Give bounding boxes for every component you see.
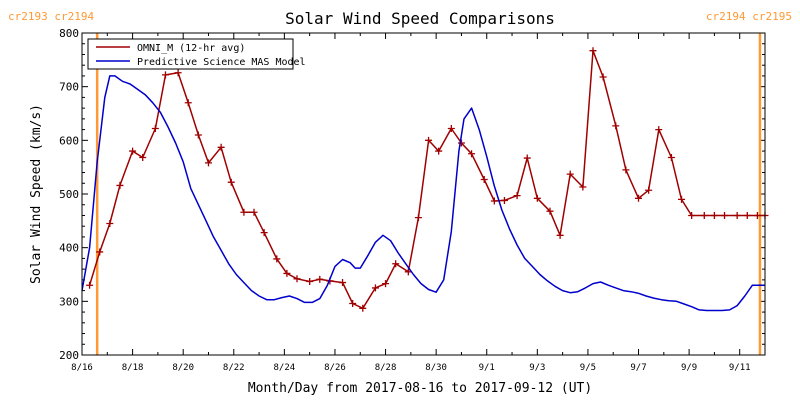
data-point [655, 126, 663, 134]
data-point [273, 255, 281, 263]
data-point [447, 125, 455, 133]
x-tick-label-8-18: 8/18 [122, 363, 144, 373]
data-point [556, 231, 564, 239]
chart-title: Solar Wind Speed Comparisons [285, 9, 555, 28]
y-tick-label-400: 400 [59, 242, 79, 255]
data-point [204, 159, 212, 167]
data-point [688, 211, 696, 219]
data-point [260, 229, 268, 237]
data-point [349, 299, 357, 307]
data-point [194, 131, 202, 139]
x-tick-label-8-16: 8/16 [71, 363, 93, 373]
data-point [678, 195, 686, 203]
data-point [316, 275, 324, 283]
data-point [457, 139, 465, 147]
data-point [480, 176, 488, 184]
data-point [293, 275, 301, 283]
data-point [622, 166, 630, 174]
data-point [250, 208, 258, 216]
data-point [435, 147, 443, 155]
data-point [217, 143, 225, 151]
x-tick-label-8-24: 8/24 [274, 363, 296, 373]
data-point [490, 197, 498, 205]
data-point [151, 125, 159, 133]
data-point [371, 284, 379, 292]
data-point [425, 136, 433, 144]
legend-label-mas: Predictive Science MAS Model [137, 57, 306, 68]
data-point [579, 183, 587, 191]
data-point [306, 277, 314, 285]
x-tick-label-9-5: 9/5 [580, 363, 596, 373]
x-tick-label-8-28: 8/28 [375, 363, 397, 373]
data-point [184, 99, 192, 107]
data-point [733, 211, 741, 219]
x-tick-label-9-1: 9/1 [479, 363, 495, 373]
data-point [743, 211, 751, 219]
legend-label-omni: OMNI_M (12-hr avg) [137, 43, 245, 54]
y-tick-label-200: 200 [59, 349, 79, 362]
series-1 [81, 75, 765, 312]
carrington-label-right: cr2194 cr2195 [706, 10, 792, 23]
data-point [635, 194, 643, 202]
x-tick-label-9-9: 9/9 [681, 363, 697, 373]
legend-box [87, 38, 294, 70]
x-tick-label-9-7: 9/7 [630, 363, 646, 373]
data-point [700, 211, 708, 219]
data-point [139, 154, 147, 162]
plot-frame [81, 32, 766, 356]
data-point [468, 150, 476, 158]
data-point [710, 211, 718, 219]
data-point [414, 214, 422, 222]
data-point [240, 208, 248, 216]
y-tick-label-300: 300 [59, 295, 79, 308]
legend: OMNI_M (12-hr avg) Predictive Science MA… [87, 38, 306, 70]
y-tick-label-500: 500 [59, 188, 79, 201]
data-point [227, 178, 235, 186]
data-point [392, 260, 400, 268]
series-0 [86, 47, 769, 312]
data-point [599, 73, 607, 81]
data-point [174, 69, 182, 77]
data-point [129, 147, 137, 155]
carrington-label-left: cr2193 cr2194 [8, 10, 94, 23]
series-line-1 [81, 75, 765, 312]
data-point [339, 279, 347, 287]
x-tick-label-8-30: 8/30 [425, 363, 447, 373]
data-point [546, 207, 554, 215]
data-point [612, 122, 620, 130]
carrington-boundaries [95, 33, 762, 355]
data-point [589, 47, 597, 55]
x-tick-label-8-22: 8/22 [223, 363, 245, 373]
series-layer [81, 47, 769, 312]
x-tick-label-8-26: 8/26 [324, 363, 346, 373]
data-point [533, 194, 541, 202]
y-tick-label-700: 700 [59, 81, 79, 94]
data-point [645, 186, 653, 194]
data-point [753, 211, 761, 219]
data-point [667, 154, 675, 162]
data-point [283, 269, 291, 277]
x-tick-label-9-3: 9/3 [529, 363, 545, 373]
data-point [359, 304, 367, 312]
data-point [106, 220, 114, 228]
y-axis-label: Solar Wind Speed (km/s) [29, 104, 44, 284]
data-point [382, 280, 390, 288]
data-point [721, 211, 729, 219]
y-tick-label-800: 800 [59, 27, 79, 40]
x-tick-label-9-11: 9/11 [729, 363, 751, 373]
data-point [566, 170, 574, 178]
data-point [513, 192, 521, 200]
x-axis-label: Month/Day from 2017-08-16 to 2017-09-12 … [248, 381, 592, 396]
data-point [500, 196, 508, 204]
x-tick-label-8-20: 8/20 [172, 363, 194, 373]
data-point [116, 181, 124, 189]
data-point [161, 71, 169, 79]
tick-layer: 200 300 400 500 600 700 800 8/16 8/18 8/20 8/22 8/2… [59, 27, 766, 373]
data-point [96, 248, 104, 256]
data-point [523, 154, 531, 162]
y-tick-label-600: 600 [59, 134, 79, 147]
data-point [86, 281, 94, 289]
